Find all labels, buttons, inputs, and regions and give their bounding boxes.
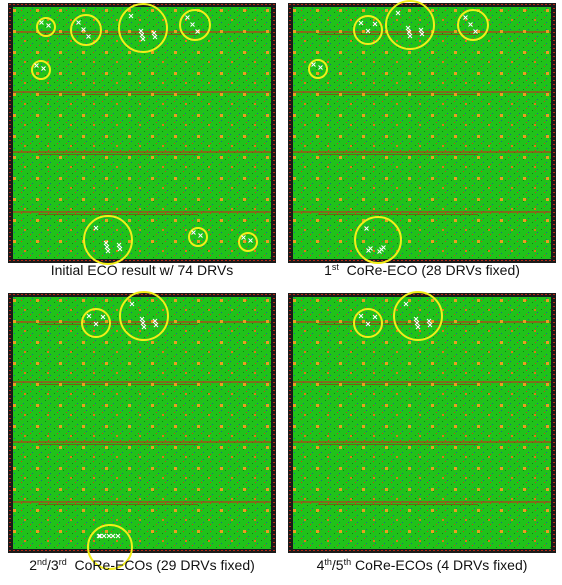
layout-panel	[8, 3, 276, 264]
caption-superscript: nd	[37, 557, 47, 567]
caption-text: 2	[29, 557, 37, 573]
caption-superscript: th	[344, 557, 352, 567]
layout-panel	[288, 1, 556, 263]
figure: Initial ECO result w/ 74 DRVs 1st CoRe-EC…	[0, 0, 562, 585]
orange-cells	[293, 297, 551, 549]
caption: 1st CoRe-ECO (28 DRVs fixed)	[324, 262, 520, 278]
caption: 4th/5th CoRe-ECOs (4 DRVs fixed)	[317, 557, 528, 573]
caption: 2nd/3rd CoRe-ECOs (29 DRVs fixed)	[29, 557, 255, 573]
orange-cells	[13, 7, 271, 259]
caption-text: CoRe-ECOs (29 DRVs fixed)	[67, 557, 255, 573]
caption-superscript: rd	[59, 557, 67, 567]
layout-panel	[8, 292, 276, 569]
caption-text: 4	[317, 557, 325, 573]
caption-text: CoRe-ECO (28 DRVs fixed)	[339, 262, 520, 278]
caption-text: /5	[332, 557, 344, 573]
caption: Initial ECO result w/ 74 DRVs	[51, 262, 234, 278]
panels	[8, 1, 556, 569]
page: Initial ECO result w/ 74 DRVs 1st CoRe-EC…	[0, 0, 562, 585]
caption-text: CoRe-ECOs (4 DRVs fixed)	[351, 557, 527, 573]
caption-text: Initial ECO result w/ 74 DRVs	[51, 262, 234, 278]
caption-superscript: th	[324, 557, 332, 567]
layout-panel	[288, 292, 556, 553]
caption-text: 1	[324, 262, 332, 278]
caption-text: /3	[47, 557, 59, 573]
orange-cells	[13, 297, 271, 549]
